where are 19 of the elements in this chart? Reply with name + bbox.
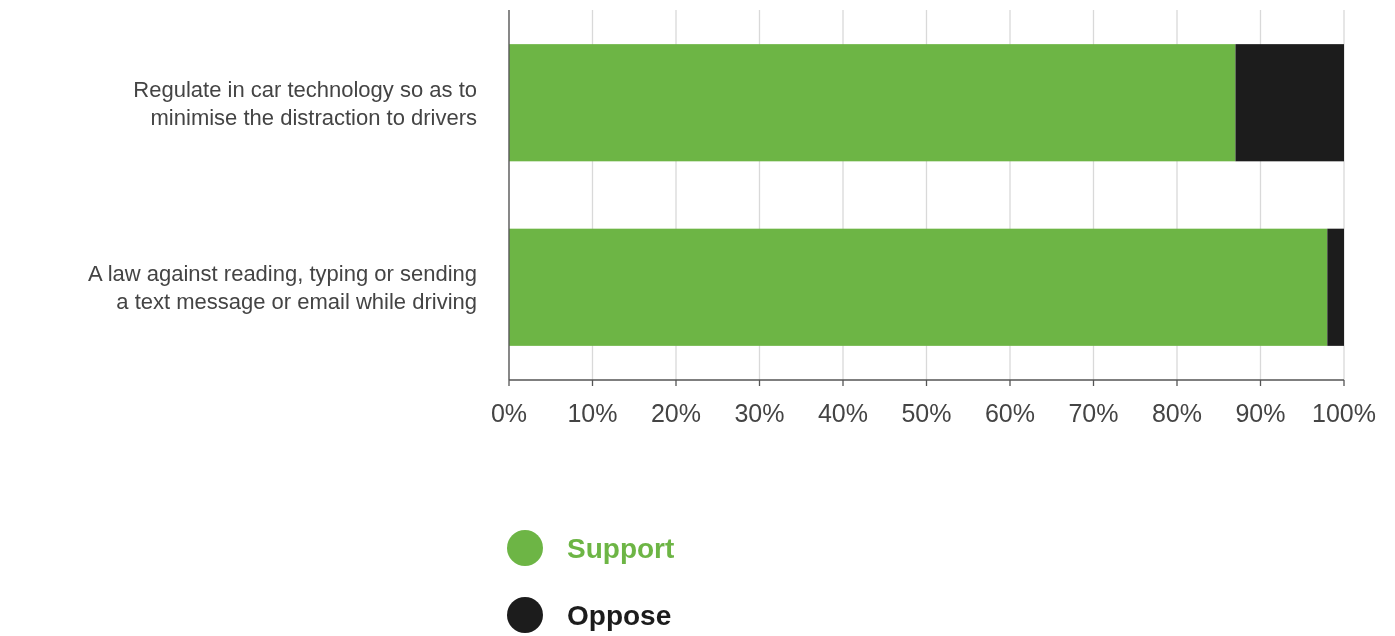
bar [509,44,1236,162]
y-tick-label: Regulate in car technology so as to minimise the distraction to drivers [133,76,477,130]
legend-label: Oppose [567,600,672,631]
x-tick-label: 30% [734,399,785,427]
bar [509,228,1328,346]
bar [1327,228,1344,346]
legend-label: Support [567,533,675,564]
x-tick-label: 0% [490,399,528,427]
x-tick-label: 80% [1151,399,1203,427]
bar [1235,44,1344,162]
y-tick-label: A law against reading, typing or sending a text message or email while driving [88,261,477,315]
x-tick-label: 50% [901,399,952,427]
x-tick-label: 60% [984,399,1036,427]
x-tick-label: 90% [1235,399,1286,427]
x-tick-label: 40% [817,399,869,427]
x-tick-label: 20% [650,399,702,427]
x-tick-label: 100% [1312,399,1376,427]
x-tick-label: 10% [567,399,618,427]
x-tick-label: 70% [1068,399,1119,427]
